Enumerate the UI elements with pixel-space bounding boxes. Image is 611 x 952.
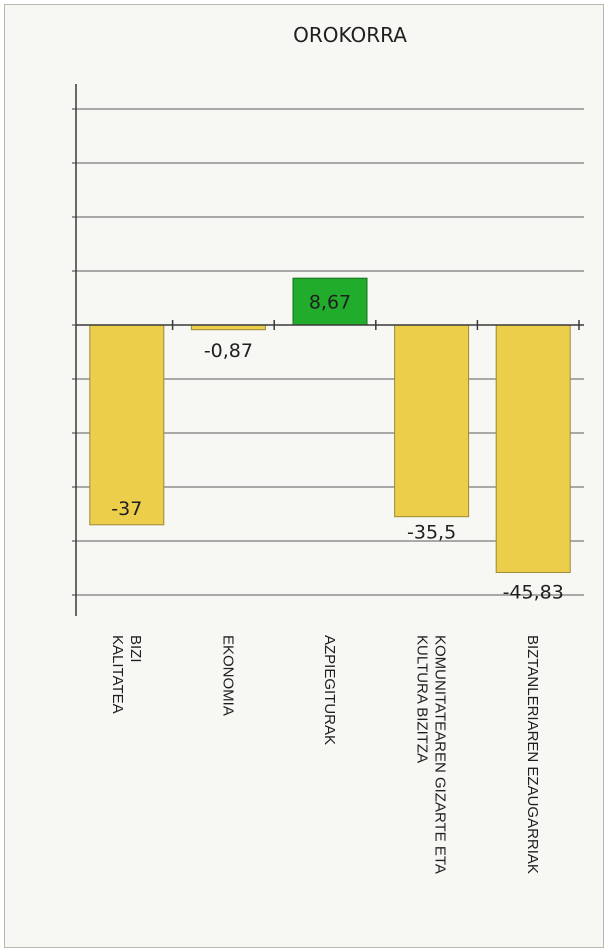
value-label: -0,87 (204, 340, 253, 362)
bar (495, 324, 571, 573)
category-label: KULTURA BIZITZA (414, 635, 431, 763)
value-labels: -37 -0,87 8,67 -35,5 -45,83 (111, 292, 564, 604)
category-label: EKONOMIA (219, 635, 236, 716)
bar (89, 324, 165, 526)
bars (89, 277, 571, 573)
bar (394, 324, 470, 518)
category-label: AZPIEGITURAK (321, 635, 338, 745)
category-label: BIZI (127, 635, 144, 663)
category-label: KALITATEA (109, 635, 126, 714)
axes (72, 84, 584, 616)
value-label: -45,83 (503, 581, 564, 603)
value-label: -35,5 (407, 522, 456, 544)
category-label: BIZTANLERIAREN EZAUGARRIAK (524, 635, 541, 874)
bar (292, 277, 368, 326)
category-label: KOMUNITATEAREN GIZARTE ETA (432, 635, 449, 874)
gridlines (76, 108, 584, 596)
chart-title: OROKORRA (293, 23, 407, 47)
value-label: -37 (111, 498, 142, 520)
value-label: 8,67 (309, 292, 351, 314)
